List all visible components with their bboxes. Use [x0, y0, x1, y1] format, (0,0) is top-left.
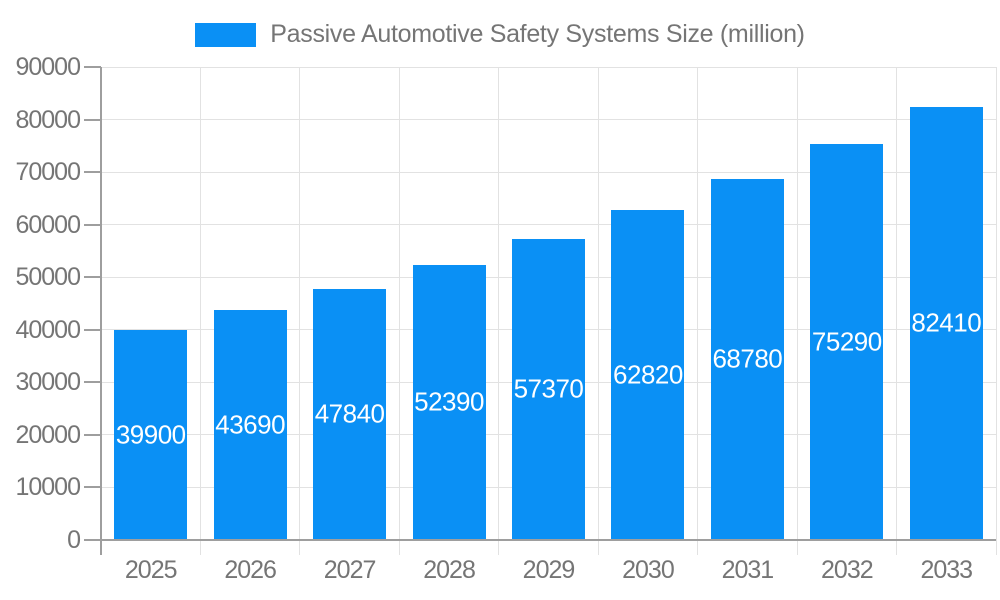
y-axis-tick	[84, 276, 101, 279]
y-axis-tick	[84, 66, 101, 68]
y-axis-tick	[84, 328, 101, 331]
gridline-horizontal	[101, 66, 996, 68]
gridline-vertical	[597, 67, 599, 555]
y-axis-label: 70000	[15, 158, 81, 187]
gridline-horizontal	[101, 171, 996, 173]
y-axis-tick	[84, 223, 101, 226]
bar-value-label: 75290	[811, 326, 882, 357]
bar-value-label: 39900	[115, 419, 186, 450]
bar-2030[interactable]: 62820	[611, 209, 685, 540]
legend-label: Passive Automotive Safety Systems Size (…	[270, 20, 805, 48]
gridline-horizontal	[101, 224, 996, 226]
bar-value-label: 57370	[513, 373, 584, 404]
bar-value-label: 82410	[911, 307, 982, 338]
y-axis-tick	[84, 118, 101, 121]
bar-2026[interactable]: 43690	[213, 310, 287, 540]
gridline-vertical	[896, 67, 898, 555]
y-axis-tick	[84, 539, 101, 541]
y-axis-tick	[84, 433, 101, 436]
bar-2033[interactable]: 82410	[909, 106, 983, 540]
bar-value-label: 68780	[712, 343, 783, 374]
y-axis-label: 20000	[15, 420, 81, 449]
y-axis-label: 40000	[15, 315, 81, 344]
x-axis-label: 2032	[821, 556, 874, 584]
bar-2027[interactable]: 47840	[313, 288, 387, 540]
gridline-vertical	[498, 67, 500, 555]
gridline-vertical	[299, 67, 301, 555]
x-axis-label: 2030	[622, 556, 675, 584]
bar-2028[interactable]: 52390	[412, 264, 486, 540]
legend-swatch	[195, 22, 257, 47]
gridline-vertical	[697, 67, 699, 555]
bar-value-label: 62820	[613, 359, 683, 390]
y-axis-label: 50000	[15, 263, 81, 292]
y-axis-label: 10000	[15, 473, 81, 502]
y-axis-label: 0	[67, 526, 81, 554]
y-axis-label: 80000	[15, 105, 81, 134]
gridline-vertical	[199, 67, 201, 555]
x-axis-label: 2026	[224, 556, 277, 584]
x-axis-label: 2031	[721, 556, 775, 584]
bar-2032[interactable]: 75290	[810, 144, 884, 540]
y-axis-tick	[84, 486, 101, 489]
bar-value-label: 47840	[314, 398, 385, 429]
bar-value-label: 52390	[414, 386, 484, 417]
gridline-horizontal	[101, 119, 996, 121]
x-axis-line	[100, 539, 996, 541]
y-axis-line	[100, 67, 102, 555]
y-axis-label: 30000	[15, 368, 81, 397]
bar-2029[interactable]: 57370	[512, 238, 585, 540]
bar-2031[interactable]: 68780	[710, 178, 784, 540]
x-axis-label: 2025	[124, 556, 178, 584]
x-axis-label: 2033	[920, 556, 973, 584]
gridline-vertical	[398, 67, 400, 555]
y-axis-label: 60000	[15, 210, 81, 239]
legend: Passive Automotive Safety Systems Size (…	[0, 20, 1000, 49]
x-axis-label: 2029	[522, 556, 576, 584]
bar-2025[interactable]: 39900	[114, 330, 188, 540]
legend-item[interactable]: Passive Automotive Safety Systems Size (…	[195, 20, 805, 49]
bar-value-label: 43690	[215, 409, 286, 440]
plot-area: 0 10000 20000 30000 40000 50000 60000 70000 8000…	[15, 53, 997, 584]
y-axis-label: 90000	[15, 53, 81, 81]
gridline-vertical	[995, 67, 997, 555]
x-axis-label: 2027	[323, 556, 377, 584]
gridline-vertical	[796, 67, 798, 555]
x-axis-label: 2028	[423, 556, 476, 584]
y-axis-tick	[84, 381, 101, 384]
y-axis-tick	[84, 171, 101, 174]
